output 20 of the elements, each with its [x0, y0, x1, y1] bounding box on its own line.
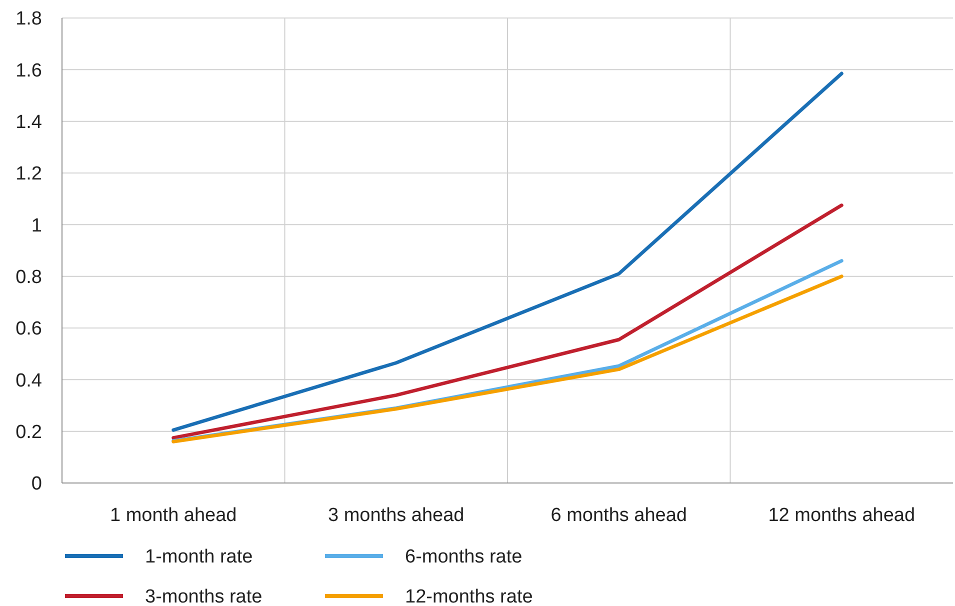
y-tick-label: 1.8: [16, 8, 42, 30]
y-tick-label: 1.2: [16, 164, 42, 185]
x-tick-label: 3 months ahead: [328, 505, 464, 526]
y-tick-label: 0.4: [16, 370, 42, 392]
legend-label: 6-months rate: [405, 546, 522, 568]
x-tick-label: 6 months ahead: [550, 505, 688, 526]
x-tick-label: 1 month ahead: [110, 505, 237, 526]
y-tick-label: 1.4: [16, 112, 42, 133]
y-tick-label: 1.6: [16, 60, 42, 82]
x-tick-label: 12 months ahead: [768, 505, 916, 526]
y-tick-label: 0.2: [16, 422, 42, 443]
legend-label: 12-months rate: [405, 586, 533, 606]
y-tick-label: 0.8: [16, 266, 42, 288]
y-tick-label: 0: [31, 474, 42, 495]
legend-label: 1-month rate: [145, 546, 253, 568]
legend-label: 3-months rate: [145, 586, 262, 606]
line-series: [172, 72, 844, 432]
line-series: [172, 204, 844, 440]
y-tick-label: 0.6: [16, 318, 42, 340]
y-tick-label: 1: [31, 215, 42, 236]
